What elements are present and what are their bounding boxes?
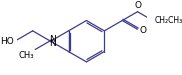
Text: CH₂CH₃: CH₂CH₃ — [154, 16, 182, 25]
Text: O: O — [140, 26, 147, 35]
Text: O: O — [134, 1, 141, 10]
Text: HO: HO — [0, 37, 13, 46]
Text: N: N — [49, 35, 55, 44]
Text: CH₃: CH₃ — [19, 50, 34, 59]
Text: N: N — [49, 39, 55, 48]
